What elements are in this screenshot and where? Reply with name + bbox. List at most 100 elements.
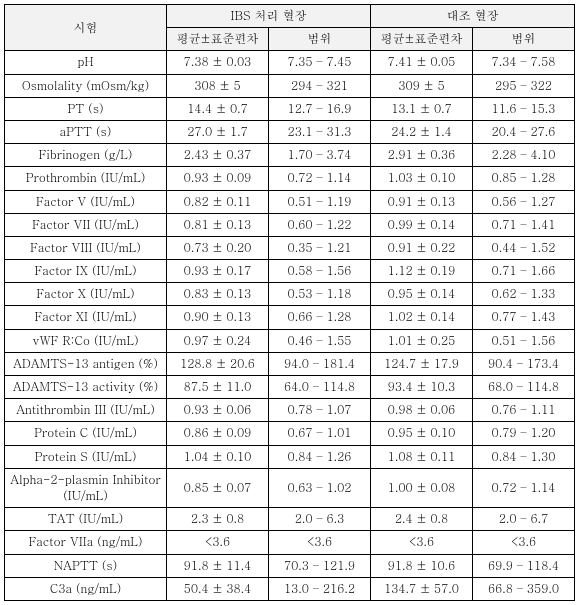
table-row: PT (s)14.4 ± 0.712.7 – 16.913.1 ± 0.711.… xyxy=(5,97,575,120)
cell-a-mean: 7.38 ± 0.03 xyxy=(167,51,269,74)
cell-a-range: 0.53 – 1.18 xyxy=(269,283,371,306)
cell-b-mean: 0.91 ± 0.13 xyxy=(371,190,473,213)
cell-a-mean: 1.04 ± 0.10 xyxy=(167,445,269,468)
cell-b-mean: 124.7 ± 17.9 xyxy=(371,352,473,375)
cell-a-mean: 0.83 ± 0.13 xyxy=(167,283,269,306)
cell-a-range: 70.3 – 121.9 xyxy=(269,554,371,577)
row-label: ADAMTS-13 activity (%) xyxy=(5,376,167,399)
cell-a-range: 2.0 – 6.3 xyxy=(269,508,371,531)
cell-b-range: 0.44 – 1.52 xyxy=(473,236,575,259)
table-row: pH7.38 ± 0.037.35 – 7.457.41 ± 0.057.34 … xyxy=(5,51,575,74)
row-label: Protein C (IU/mL) xyxy=(5,422,167,445)
cell-a-mean: <3.6 xyxy=(167,531,269,554)
table-row: Protein C (IU/mL)0.86 ± 0.090.67 – 1.010… xyxy=(5,422,575,445)
table-header: 시험 IBS 처리 혈장 대조 혈장 평균±표준편차 범위 평균±표준편차 범위 xyxy=(5,5,575,51)
cell-b-range: 0.72 – 1.14 xyxy=(473,468,575,507)
cell-a-mean: 0.93 ± 0.17 xyxy=(167,260,269,283)
cell-a-range: 12.7 – 16.9 xyxy=(269,97,371,120)
cell-b-range: 2.28 – 4.10 xyxy=(473,144,575,167)
row-label: ADAMTS-13 antigen (%) xyxy=(5,352,167,375)
row-label: pH xyxy=(5,51,167,74)
cell-b-range: 0.85 – 1.28 xyxy=(473,167,575,190)
cell-b-range: 20.4 – 27.6 xyxy=(473,120,575,143)
table-row: Protein S (IU/mL)1.04 ± 0.100.84 – 1.261… xyxy=(5,445,575,468)
cell-b-mean: 2.91 ± 0.36 xyxy=(371,144,473,167)
data-table: 시험 IBS 처리 혈장 대조 혈장 평균±표준편차 범위 평균±표준편차 범위… xyxy=(4,4,575,601)
cell-a-range: 1.70 – 3.74 xyxy=(269,144,371,167)
row-label: Osmolality (mOsm/kg) xyxy=(5,74,167,97)
row-label: PT (s) xyxy=(5,97,167,120)
cell-b-range: 0.71 – 1.66 xyxy=(473,260,575,283)
table-row: Factor XI (IU/mL)0.90 ± 0.130.66 – 1.281… xyxy=(5,306,575,329)
cell-a-range: 0.35 – 1.21 xyxy=(269,236,371,259)
cell-a-range: 0.51 – 1.19 xyxy=(269,190,371,213)
table-row: ADAMTS-13 activity (%)87.5 ± 11.064.0 – … xyxy=(5,376,575,399)
cell-b-range: 0.77 – 1.43 xyxy=(473,306,575,329)
row-label: NAPTT (s) xyxy=(5,554,167,577)
cell-a-range: 0.66 – 1.28 xyxy=(269,306,371,329)
cell-a-mean: 91.8 ± 11.4 xyxy=(167,554,269,577)
cell-a-mean: 27.0 ± 1.7 xyxy=(167,120,269,143)
cell-b-range: 11.6 – 15.3 xyxy=(473,97,575,120)
cell-b-mean: 0.91 ± 0.22 xyxy=(371,236,473,259)
cell-b-range: 295 – 322 xyxy=(473,74,575,97)
table-row: Prothrombin (IU/mL)0.93 ± 0.090.72 – 1.1… xyxy=(5,167,575,190)
cell-a-mean: 308 ± 5 xyxy=(167,74,269,97)
cell-a-range: 7.35 – 7.45 xyxy=(269,51,371,74)
table-row: Factor VII (IU/mL)0.81 ± 0.130.60 – 1.22… xyxy=(5,213,575,236)
cell-a-range: 0.67 – 1.01 xyxy=(269,422,371,445)
header-test: 시험 xyxy=(5,5,167,51)
row-label: Factor VII (IU/mL) xyxy=(5,213,167,236)
row-label: Factor VIII (IU/mL) xyxy=(5,236,167,259)
cell-b-range: 0.51 – 1.56 xyxy=(473,329,575,352)
table-row: Factor VIII (IU/mL)0.73 ± 0.200.35 – 1.2… xyxy=(5,236,575,259)
header-group-a: IBS 처리 혈장 xyxy=(167,5,371,28)
cell-b-mean: 24.2 ± 1.4 xyxy=(371,120,473,143)
cell-b-mean: 13.1 ± 0.7 xyxy=(371,97,473,120)
header-mean-a: 평균±표준편차 xyxy=(167,28,269,51)
cell-a-mean: 14.4 ± 0.7 xyxy=(167,97,269,120)
cell-b-mean: 1.01 ± 0.25 xyxy=(371,329,473,352)
cell-a-mean: 0.97 ± 0.24 xyxy=(167,329,269,352)
cell-a-range: 23.1 – 31.3 xyxy=(269,120,371,143)
cell-b-mean: 93.4 ± 10.3 xyxy=(371,376,473,399)
row-label: Factor X (IU/mL) xyxy=(5,283,167,306)
cell-b-range: 66.8 – 359.0 xyxy=(473,577,575,600)
cell-a-mean: 0.85 ± 0.07 xyxy=(167,468,269,507)
table-row: Alpha-2-plasmin Inhibitor (IU/mL)0.85 ± … xyxy=(5,468,575,507)
row-label: Factor XI (IU/mL) xyxy=(5,306,167,329)
cell-b-range: <3.6 xyxy=(473,531,575,554)
cell-b-mean: 309 ± 5 xyxy=(371,74,473,97)
cell-b-range: 7.34 – 7.58 xyxy=(473,51,575,74)
row-label: Factor IX (IU/mL) xyxy=(5,260,167,283)
cell-b-range: 0.76 – 1.11 xyxy=(473,399,575,422)
table-body: pH7.38 ± 0.037.35 – 7.457.41 ± 0.057.34 … xyxy=(5,51,575,601)
row-label: aPTT (s) xyxy=(5,120,167,143)
table-row: vWF R:Co (IU/mL)0.97 ± 0.240.46 – 1.551.… xyxy=(5,329,575,352)
row-label: vWF R:Co (IU/mL) xyxy=(5,329,167,352)
cell-a-range: 0.84 – 1.26 xyxy=(269,445,371,468)
cell-b-mean: 0.99 ± 0.14 xyxy=(371,213,473,236)
cell-a-mean: 0.93 ± 0.09 xyxy=(167,167,269,190)
cell-b-mean: <3.6 xyxy=(371,531,473,554)
cell-a-mean: 2.3 ± 0.8 xyxy=(167,508,269,531)
cell-a-range: 0.46 – 1.55 xyxy=(269,329,371,352)
cell-a-mean: 0.81 ± 0.13 xyxy=(167,213,269,236)
cell-a-range: 294 – 321 xyxy=(269,74,371,97)
header-mean-b: 평균±표준편차 xyxy=(371,28,473,51)
cell-b-range: 0.71 – 1.41 xyxy=(473,213,575,236)
cell-b-range: 0.62 – 1.33 xyxy=(473,283,575,306)
cell-a-range: 0.78 – 1.07 xyxy=(269,399,371,422)
table-row: Factor V (IU/mL)0.82 ± 0.110.51 – 1.190.… xyxy=(5,190,575,213)
cell-b-mean: 1.03 ± 0.10 xyxy=(371,167,473,190)
row-label: Factor VIIa (ng/mL) xyxy=(5,531,167,554)
header-range-a: 범위 xyxy=(269,28,371,51)
cell-b-mean: 134.7 ± 57.0 xyxy=(371,577,473,600)
cell-b-mean: 91.8 ± 10.6 xyxy=(371,554,473,577)
cell-a-mean: 50.4 ± 38.4 xyxy=(167,577,269,600)
cell-a-mean: 0.82 ± 0.11 xyxy=(167,190,269,213)
row-label: TAT (IU/mL) xyxy=(5,508,167,531)
row-label: C3a (ng/mL) xyxy=(5,577,167,600)
table-row: ADAMTS-13 antigen (%)128.8 ± 20.694.0 – … xyxy=(5,352,575,375)
table-row: Antithrombin III (IU/mL)0.93 ± 0.060.78 … xyxy=(5,399,575,422)
